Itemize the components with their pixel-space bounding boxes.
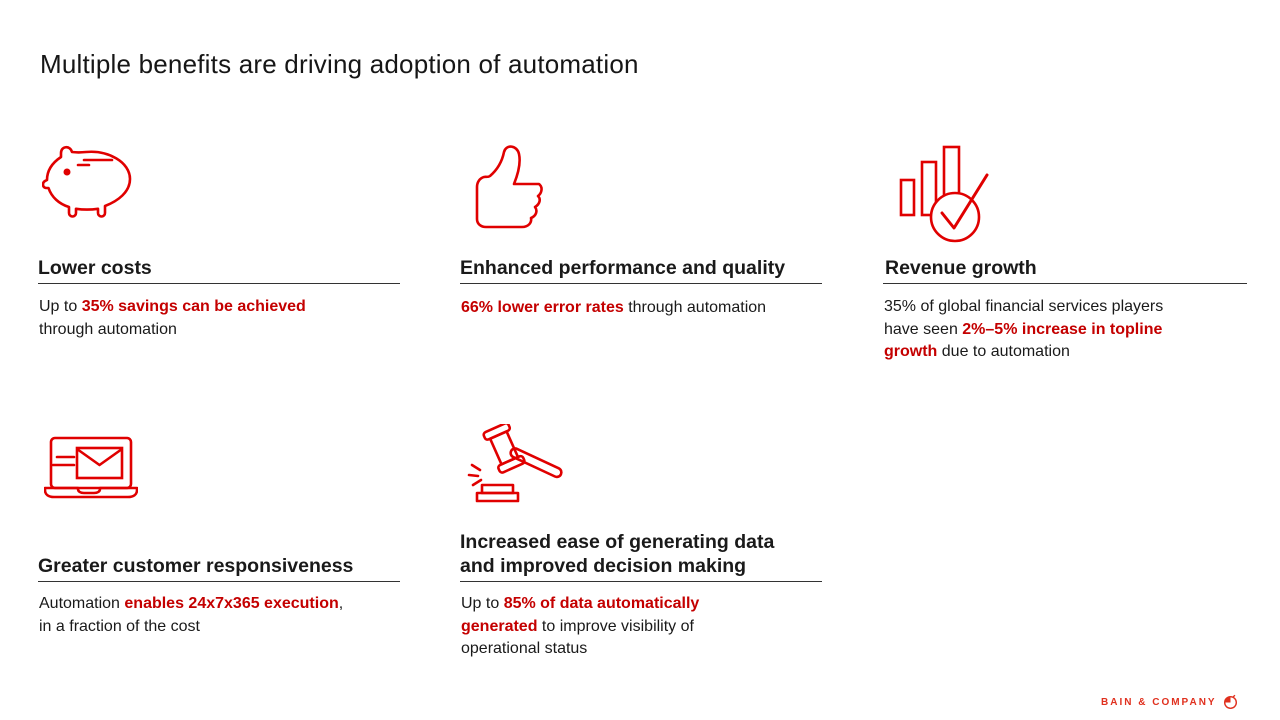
- benefit-body-revenue-growth: 35% of global financial services players…: [884, 296, 1163, 364]
- text-segment-highlight: 2%–5% increase in topline: [962, 320, 1163, 338]
- text-segment-highlight: 85% of data automatically: [503, 595, 700, 612]
- text-segment-highlight: enables 24x7x365 execution: [124, 595, 339, 612]
- text-segment: 35% of global financial services players: [884, 298, 1164, 315]
- body-line: Automation enables 24x7x365 execution,: [39, 593, 343, 616]
- body-line: have seen 2%–5% increase in topline: [884, 319, 1163, 342]
- text-segment: Up to: [39, 298, 82, 315]
- body-line: 66% lower error rates through automation: [461, 297, 766, 320]
- footer-brand: BAIN & COMPANY: [1101, 694, 1238, 710]
- thumbs-up-icon: [475, 145, 543, 229]
- body-line: Up to 35% savings can be achieved: [39, 296, 306, 319]
- text-segment-highlight: generated: [461, 617, 538, 635]
- heading-line: Enhanced performance and quality: [460, 257, 786, 279]
- benefit-heading-revenue-growth: Revenue growth: [883, 256, 1247, 284]
- body-line: 35% of global financial services players: [884, 296, 1163, 319]
- text-segment-highlight: growth: [884, 343, 938, 360]
- text-segment: through automation: [623, 299, 767, 316]
- text-segment: Up to: [461, 595, 504, 612]
- body-line: Up to 85% of data automatically: [461, 593, 699, 616]
- body-line: growth due to automation: [884, 341, 1163, 364]
- gavel-icon: [467, 424, 563, 503]
- text-segment: have seen: [884, 320, 963, 338]
- text-segment: to improve visibility of: [537, 617, 694, 635]
- benefit-heading-enhanced-performance: Enhanced performance and quality: [460, 256, 822, 284]
- text-segment: through automation: [39, 320, 177, 338]
- benefit-body-data-generation: Up to 85% of data automatically generate…: [461, 593, 699, 661]
- benefit-heading-data-generation: Increased ease of generating data and im…: [460, 530, 822, 582]
- text-segment: Automation: [39, 595, 125, 612]
- heading-line: Revenue growth: [885, 257, 1037, 279]
- piggy-bank-icon: [42, 145, 132, 218]
- text-segment-highlight: 35% savings can be achieved: [81, 298, 306, 315]
- text-segment: ,: [338, 595, 344, 612]
- heading-line: Lower costs: [38, 257, 152, 279]
- benefit-heading-lower-costs: Lower costs: [38, 256, 400, 284]
- brand-name: BAIN & COMPANY: [1101, 697, 1217, 708]
- text-segment: operational status: [461, 640, 588, 657]
- text-segment: in a fraction of the cost: [39, 617, 200, 635]
- heading-line: Greater customer responsiveness: [38, 555, 354, 577]
- body-line: generated to improve visibility of: [461, 616, 699, 639]
- bain-compass-icon: [1223, 694, 1237, 710]
- bar-chart-check-icon: [899, 145, 989, 243]
- slide-title: Multiple benefits are driving adoption o…: [40, 49, 639, 79]
- heading-line: Increased ease of generating data: [460, 531, 775, 553]
- body-line: through automation: [39, 319, 306, 342]
- heading-line: and improved decision making: [460, 555, 747, 577]
- body-line: in a fraction of the cost: [39, 616, 343, 639]
- benefit-body-customer-responsiveness: Automation enables 24x7x365 execution, i…: [39, 593, 343, 638]
- benefit-body-lower-costs: Up to 35% savings can be achieved throug…: [39, 296, 306, 341]
- benefit-heading-customer-responsiveness: Greater customer responsiveness: [38, 554, 400, 582]
- benefit-body-enhanced-performance: 66% lower error rates through automation: [461, 297, 766, 320]
- laptop-mail-icon: [44, 436, 138, 499]
- text-segment: due to automation: [937, 343, 1070, 360]
- body-line: operational status: [461, 638, 699, 661]
- text-segment-highlight: 66% lower error rates: [461, 299, 624, 316]
